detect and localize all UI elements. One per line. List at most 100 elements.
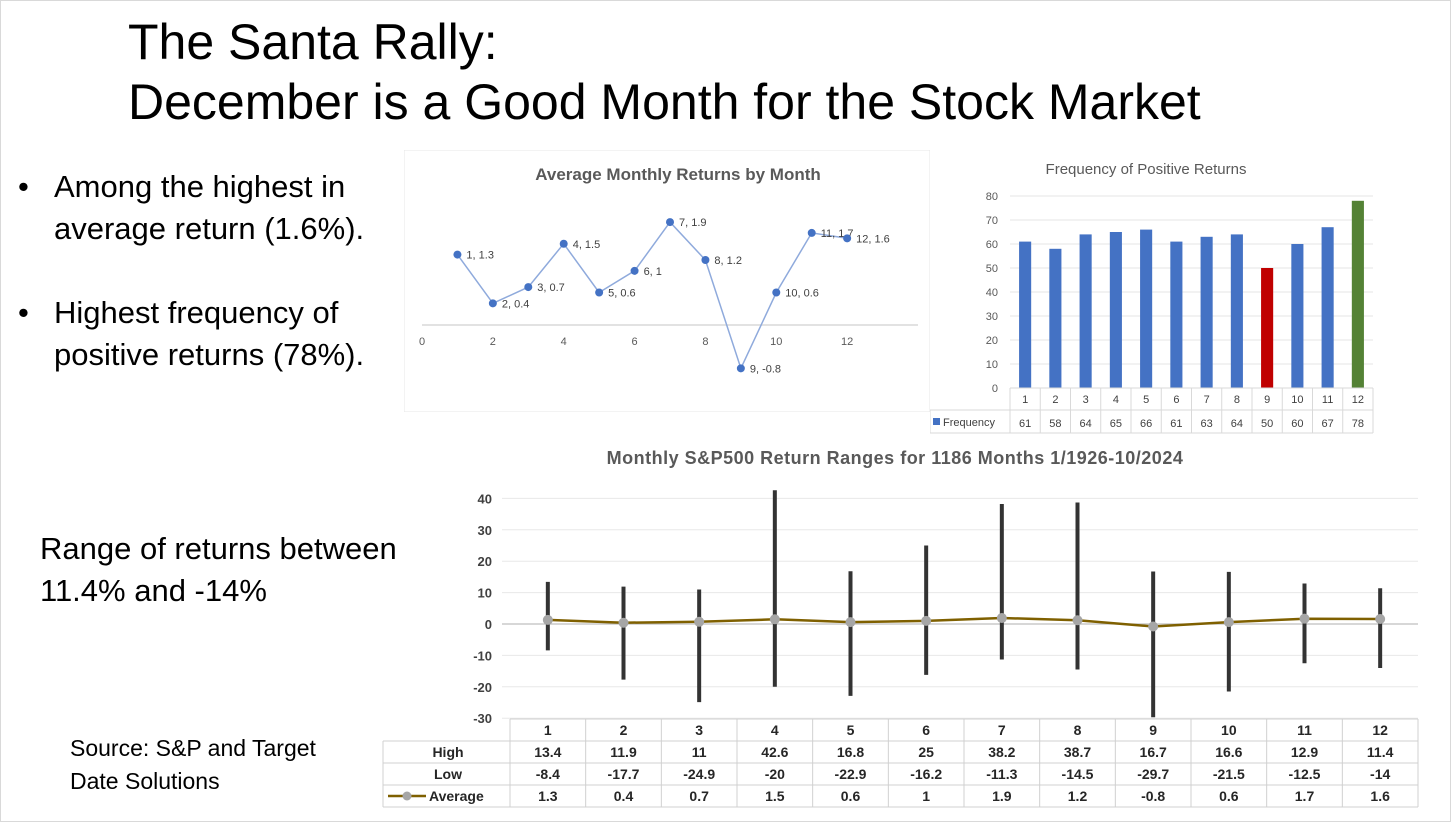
category-label: 6	[922, 722, 930, 738]
bar	[1230, 234, 1243, 388]
chart-title: Average Monthly Returns by Month	[535, 165, 821, 184]
y-tick-label: 40	[986, 287, 998, 299]
y-tick-label: 70	[986, 215, 998, 227]
title-line-1: The Santa Rally:	[128, 14, 498, 70]
bar	[1351, 200, 1364, 388]
data-label: 2, 0.4	[502, 298, 530, 310]
category-label: 1	[544, 722, 552, 738]
x-tick-label: 4	[561, 336, 567, 348]
table-value: 16.6	[1215, 744, 1242, 760]
y-tick-label: -20	[473, 680, 492, 695]
category-label: 10	[1221, 722, 1237, 738]
category-label: 3	[695, 722, 703, 738]
data-point	[524, 283, 533, 292]
table-value: 1.5	[765, 788, 785, 804]
table-value: 11.9	[610, 744, 637, 760]
category-label: 5	[847, 722, 855, 738]
bullet-text: Highest frequency of positive returns (7…	[54, 295, 365, 372]
category-label: 12	[1352, 394, 1364, 406]
data-label: 8, 1.2	[714, 255, 742, 267]
data-point	[736, 364, 745, 373]
table-value: -0.8	[1141, 788, 1165, 804]
x-tick-label: 6	[632, 336, 638, 348]
row-label-low: Low	[434, 766, 462, 782]
bullet-positive-frequency: • Highest frequency of positive returns …	[18, 292, 408, 376]
data-point	[701, 256, 710, 264]
average-returns-chart: Average Monthly Returns by Month 0 2 4 6 8 10…	[404, 150, 930, 412]
table-value: -14	[1370, 766, 1390, 782]
average-point	[921, 615, 932, 626]
table-value: -12.5	[1289, 766, 1321, 782]
legend-swatch	[933, 418, 940, 425]
bar	[1200, 236, 1213, 388]
source-note: Source: S&P and Target Date Solutions	[70, 735, 316, 794]
bullet-dot-icon: •	[18, 295, 29, 330]
bar	[1109, 232, 1122, 388]
category-label: 2	[1052, 394, 1058, 406]
table-value: -24.9	[683, 766, 715, 782]
table-value: 16.7	[1140, 744, 1167, 760]
plot-area: 0102030405060708016125836446556666176386…	[930, 191, 1374, 434]
table-value: 13.4	[534, 744, 561, 760]
average-point	[1148, 621, 1159, 632]
table-value: 38.2	[988, 744, 1015, 760]
table-value: -11.3	[986, 766, 1017, 782]
average-point	[769, 614, 780, 625]
category-label: 11	[1322, 394, 1333, 406]
table-value: 1.2	[1068, 788, 1088, 804]
table-value: -20	[765, 766, 785, 782]
average-point	[996, 613, 1007, 624]
data-point	[595, 288, 604, 297]
title-line-2: December is a Good Month for the Stock M…	[128, 74, 1201, 130]
average-point	[694, 616, 705, 627]
category-label: 5	[1143, 394, 1149, 406]
y-tick-label: -10	[473, 648, 492, 663]
y-tick-label: 30	[986, 311, 998, 323]
y-tick-label: 20	[478, 554, 492, 569]
average-point	[1223, 617, 1234, 628]
bar	[1170, 241, 1183, 388]
table-value: 1.3	[538, 788, 558, 804]
legend-label: Frequency	[943, 417, 995, 429]
average-point	[542, 614, 553, 625]
table-value: 1.9	[992, 788, 1012, 804]
x-tick-label: 0	[419, 336, 425, 348]
category-label: 12	[1372, 722, 1388, 738]
table-value: -14.5	[1062, 766, 1094, 782]
slide-title: The Santa Rally: December is a Good Mont…	[128, 12, 1408, 132]
data-point	[666, 218, 674, 227]
category-label: 8	[1234, 394, 1240, 406]
table-value: 1.7	[1295, 788, 1315, 804]
table-value: -22.9	[835, 766, 867, 782]
average-point	[1072, 615, 1083, 626]
category-label: 11	[1297, 722, 1312, 738]
bullet-average-return: • Among the highest in average return (1…	[18, 166, 408, 250]
bar	[1261, 268, 1274, 388]
table-value: 78	[1352, 418, 1364, 430]
category-label: 1	[1022, 394, 1028, 406]
y-tick-label: 10	[986, 359, 998, 371]
chart-title: Monthly S&P500 Return Ranges for 1186 Mo…	[607, 448, 1184, 468]
data-point	[843, 234, 852, 243]
data-point	[630, 266, 639, 275]
x-tick-label: 8	[702, 336, 708, 348]
plot-area: 0 2 4 6 8 10 12 1, 1.3 2, 0.4 3, 0.7 4, 1.5 5, 0.6 6…	[419, 217, 918, 375]
data-label: 6, 1	[644, 266, 662, 278]
y-tick-label: 80	[986, 191, 998, 203]
y-tick-label: 20	[986, 335, 998, 347]
average-line	[547, 616, 1381, 628]
table-value: 64	[1231, 418, 1243, 430]
table-value: 0.7	[689, 788, 709, 804]
x-tick-label: 12	[841, 336, 853, 348]
x-tick-label: 10	[770, 336, 782, 348]
table-value: 1.6	[1370, 788, 1390, 804]
y-tick-label: 50	[986, 263, 998, 275]
data-label: 5, 0.6	[608, 288, 636, 300]
y-tick-label: 10	[478, 586, 492, 601]
average-point	[845, 617, 856, 628]
table-value: 11	[692, 744, 707, 760]
table-value: -29.7	[1137, 766, 1169, 782]
category-label: 6	[1173, 394, 1179, 406]
table-value: 38.7	[1064, 744, 1091, 760]
